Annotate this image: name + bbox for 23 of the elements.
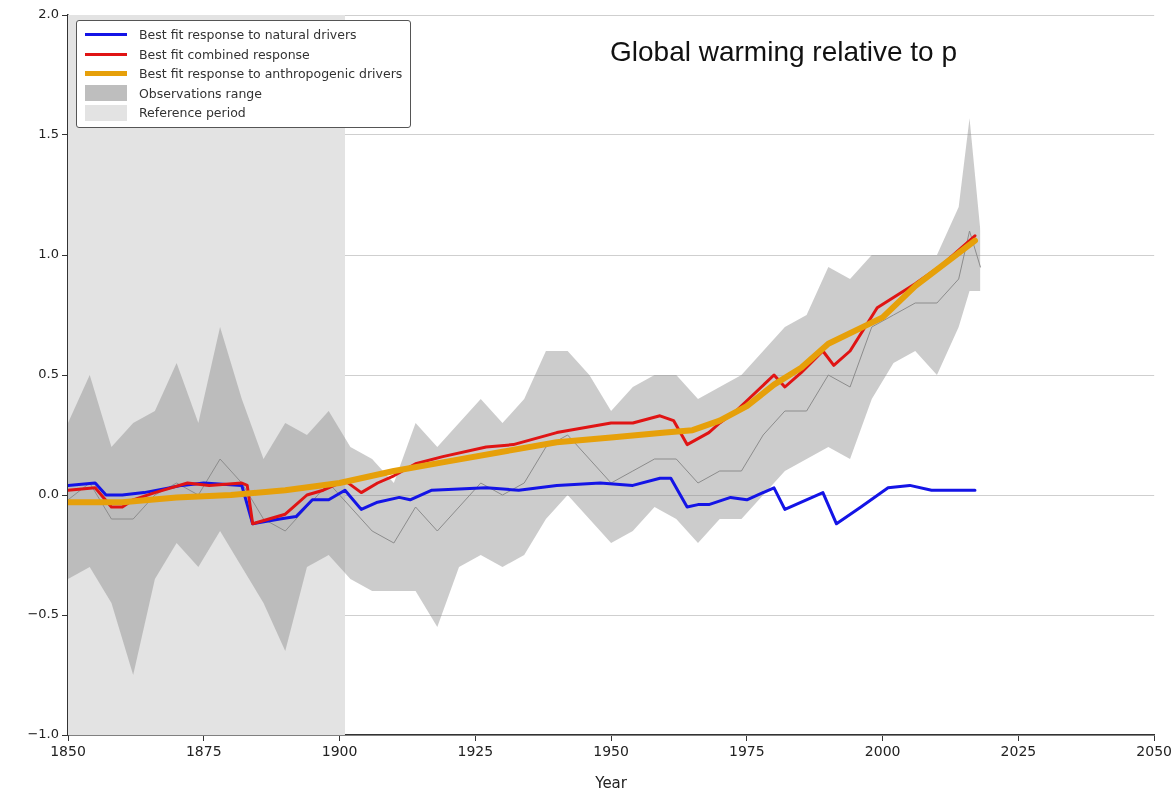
legend-label: Best fit combined response [139, 46, 310, 62]
legend-label: Observations range [139, 85, 262, 101]
x-tick-label: 2025 [1000, 743, 1037, 760]
legend-label: Best fit response to natural drivers [139, 27, 357, 43]
y-tick-label: 2.0 [38, 6, 59, 22]
x-tick-label: 2050 [1136, 743, 1173, 760]
legend-label: Best fit response to anthropogenic drivers [139, 66, 403, 82]
y-tick-label: 1.0 [38, 246, 59, 262]
x-tick-label: 1975 [729, 743, 765, 760]
y-tick-label: −1.0 [27, 726, 59, 742]
y-tick-label: 0.5 [38, 366, 59, 382]
y-tick-label: 0.0 [38, 486, 59, 502]
y-tick-label: 1.5 [38, 126, 59, 142]
x-tick-label: 1850 [50, 743, 86, 760]
x-tick-label: 1900 [321, 743, 358, 760]
y-tick-label: −0.5 [27, 606, 59, 622]
x-axis-title: Year [594, 773, 628, 792]
x-tick-label: 1925 [457, 743, 494, 760]
band-label: Reference period [139, 105, 246, 121]
x-tick-label: 1875 [185, 743, 222, 760]
x-tick-label: 2000 [864, 743, 901, 760]
x-tick-label: 1950 [593, 743, 629, 760]
text: Global warming relative to p [610, 36, 958, 68]
